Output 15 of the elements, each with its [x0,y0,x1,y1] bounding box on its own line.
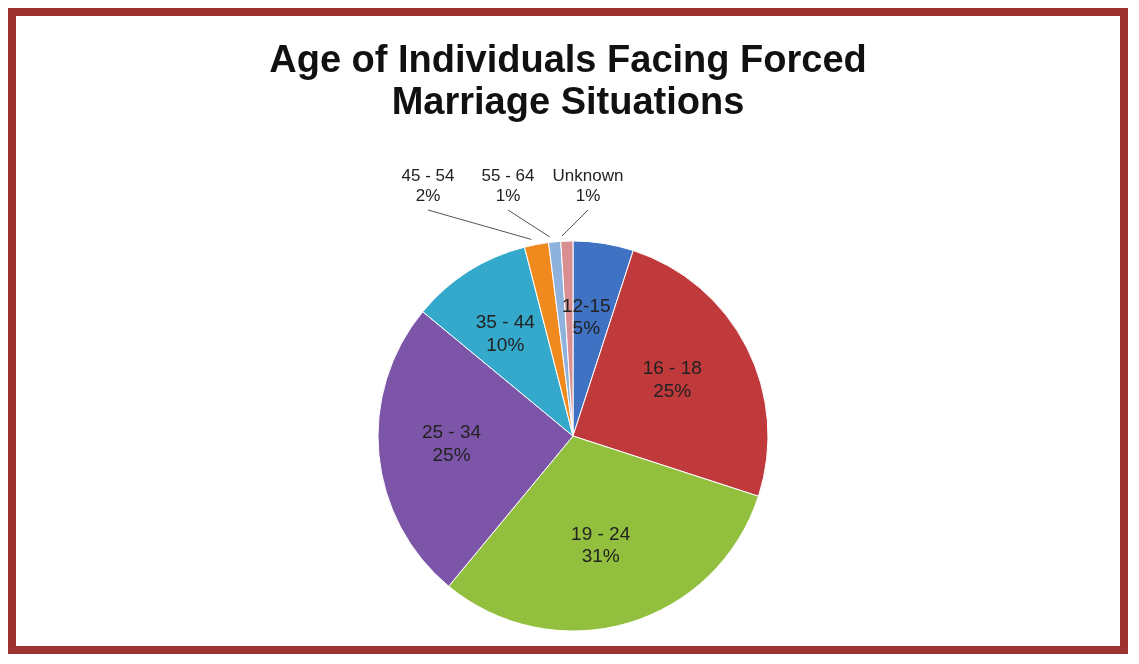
data-label: 31% [581,545,620,567]
slice-label: 25 - 34 [421,421,482,443]
chart-title: Age of Individuals Facing Forced Marriage Situations [268,38,868,122]
data-label: 25% [432,444,471,466]
data-label: 2% [415,185,441,205]
slice-label: 19 - 24 [571,522,631,544]
slice-label: 16 - 18 [642,357,702,379]
data-label: 1% [575,185,601,205]
slice-label: 35 - 44 [475,311,536,333]
slice-label: 45 - 54 [401,166,455,185]
slice-label: Unknown [552,166,624,185]
slice-label: 55 - 64 [481,166,535,185]
data-label: 10% [486,334,525,356]
data-label: 25% [653,379,692,401]
data-label: 1% [495,185,521,205]
